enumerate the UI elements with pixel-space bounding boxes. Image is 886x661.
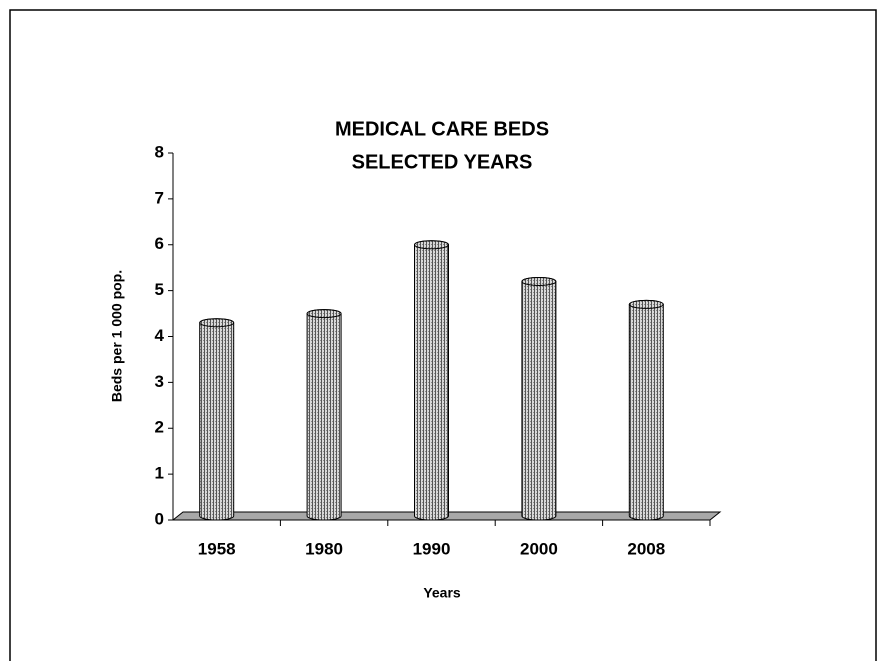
- y-tick-label: 0: [155, 509, 164, 528]
- y-tick-label: 1: [155, 464, 164, 483]
- x-tick-label: 2000: [520, 539, 558, 558]
- bar: [306, 309, 342, 521]
- bar-top: [521, 276, 557, 286]
- frame: [9, 9, 877, 661]
- bar: [414, 240, 449, 521]
- bar-top: [306, 309, 342, 319]
- y-tick-label: 3: [155, 372, 164, 391]
- bar-top: [414, 240, 449, 250]
- y-tick-label: 4: [155, 326, 165, 345]
- y-tick-label: 2: [155, 418, 164, 437]
- chart-title: MEDICAL CARE BEDS: [335, 118, 549, 140]
- x-tick-label: 2008: [627, 539, 665, 558]
- y-tick-label: 7: [155, 188, 164, 207]
- x-axis-label: Years: [423, 585, 461, 601]
- x-tick-label: 1958: [198, 539, 236, 558]
- bar: [521, 276, 557, 521]
- x-tick-label: 1980: [305, 539, 343, 558]
- chart-title: SELECTED YEARS: [352, 151, 533, 173]
- x-tick-label: 1990: [413, 539, 451, 558]
- y-tick-label: 8: [155, 142, 164, 161]
- y-tick-label: 6: [155, 234, 164, 253]
- bar: [628, 299, 664, 521]
- y-tick-label: 5: [155, 280, 164, 299]
- bar-top: [628, 299, 664, 309]
- bar-top: [199, 318, 235, 328]
- y-axis-label: Beds per 1 000 pop.: [109, 270, 125, 402]
- bar: [199, 318, 235, 521]
